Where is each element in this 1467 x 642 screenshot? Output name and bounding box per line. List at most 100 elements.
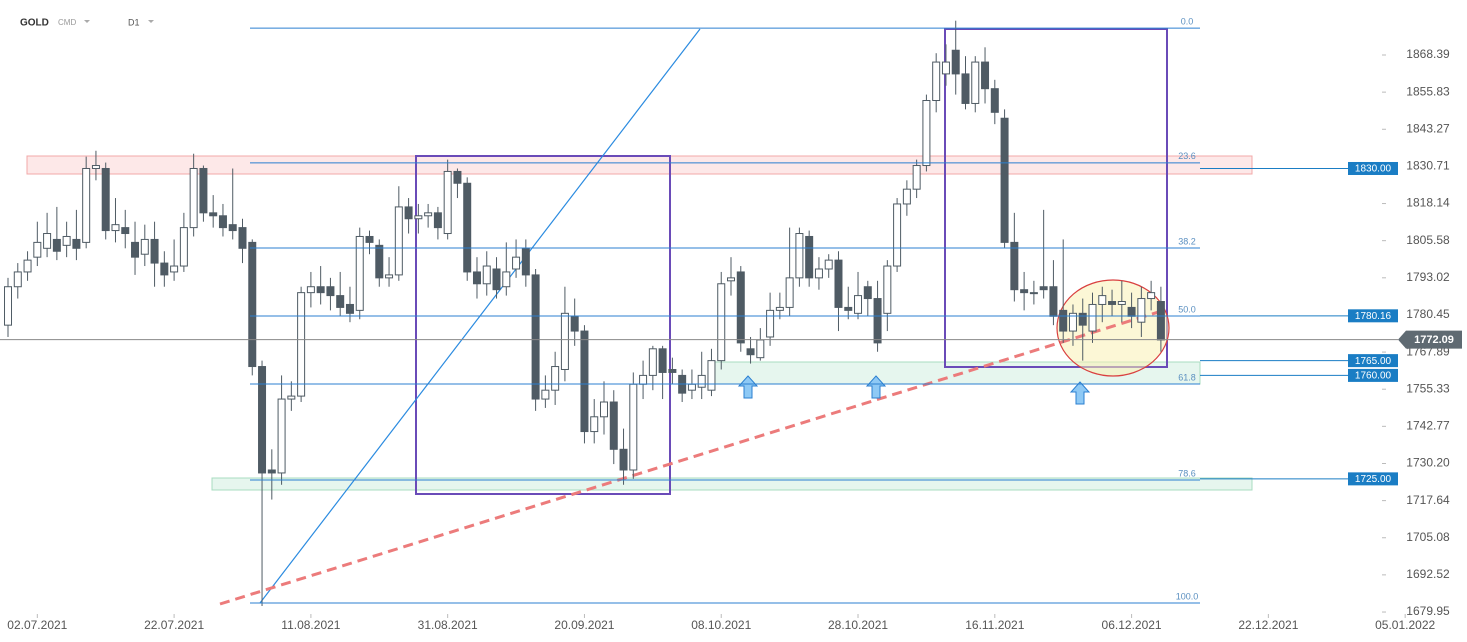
- candle-body: [43, 233, 52, 249]
- dropdown-icon[interactable]: [148, 20, 154, 23]
- candle-body: [648, 348, 657, 376]
- candle-body: [1010, 241, 1019, 291]
- candle-body: [453, 170, 462, 184]
- candle-body: [375, 244, 384, 279]
- candle-body: [893, 203, 902, 267]
- candle-body: [883, 265, 892, 314]
- candle-body: [795, 233, 804, 279]
- x-tick-label: 02.07.2021: [7, 618, 67, 632]
- candle-body: [82, 167, 91, 243]
- candle-body: [932, 61, 941, 102]
- candle-body: [140, 238, 149, 255]
- price-label-box: [1348, 368, 1398, 382]
- candle-body: [1029, 292, 1038, 295]
- candle-body: [306, 286, 315, 294]
- candle-body: [160, 262, 169, 276]
- y-tick-label: 1818.14: [1406, 196, 1450, 210]
- candle-body: [697, 374, 706, 388]
- candle-body: [1068, 312, 1077, 332]
- y-tick-label: 1692.52: [1406, 567, 1450, 581]
- candle-body: [472, 271, 481, 285]
- price-label: 1780.16: [1355, 311, 1392, 322]
- candle-body: [736, 271, 745, 344]
- candle-body: [258, 366, 267, 474]
- candle-body: [531, 274, 540, 400]
- candle-body: [551, 366, 560, 391]
- x-tick-label: 20.09.2021: [554, 618, 614, 632]
- candle-body: [717, 283, 726, 362]
- candle-body: [101, 167, 110, 232]
- market: CMD: [58, 18, 76, 27]
- y-tick-label: 1793.02: [1406, 270, 1450, 284]
- candle-body: [1049, 286, 1058, 317]
- candle-body: [13, 271, 22, 288]
- candle-body: [707, 360, 716, 391]
- candle-body: [1108, 301, 1117, 305]
- candle-body: [433, 212, 442, 229]
- fib-label: 78.6: [1178, 468, 1196, 478]
- candle-body: [902, 188, 911, 205]
- fib-label: 61.8: [1178, 372, 1196, 382]
- candle-body: [1117, 301, 1126, 305]
- candle-body: [326, 286, 335, 297]
- dropdown-icon[interactable]: [84, 20, 90, 23]
- candle-body: [854, 295, 863, 314]
- candle-body: [873, 298, 882, 344]
- x-tick-label: 28.10.2021: [828, 618, 888, 632]
- candle-body: [199, 167, 208, 214]
- x-tick-label: 22.12.2021: [1238, 618, 1298, 632]
- candle-body: [33, 241, 42, 258]
- candle-body: [121, 227, 130, 235]
- candle-body: [492, 268, 501, 291]
- candle-body: [345, 303, 354, 314]
- candle-body: [521, 247, 530, 276]
- candle-body: [443, 170, 452, 235]
- candle-body: [91, 165, 100, 169]
- price-label-box: [1348, 309, 1398, 323]
- x-tick-label: 05.01.2022: [1375, 618, 1435, 632]
- candle-body: [287, 395, 296, 400]
- candle-body: [4, 286, 13, 326]
- candle-body: [629, 383, 638, 471]
- fib-label: 100.0: [1176, 591, 1199, 601]
- candle-body: [941, 61, 950, 75]
- candle-body: [414, 215, 423, 220]
- candle-body: [277, 398, 286, 474]
- fib-label: 38.2: [1178, 236, 1196, 246]
- y-tick-label: 1830.71: [1406, 159, 1450, 173]
- candle-body: [834, 259, 843, 308]
- x-tick-label: 31.08.2021: [418, 618, 478, 632]
- arrows: [737, 375, 1091, 405]
- x-tick-label: 16.11.2021: [965, 618, 1024, 632]
- candle-body: [512, 256, 521, 270]
- candle-body: [981, 61, 990, 90]
- candle-body: [756, 339, 765, 359]
- candle-body: [990, 88, 999, 113]
- price-label: 1830.00: [1355, 164, 1392, 175]
- candle-body: [336, 295, 345, 308]
- y-tick-label: 1843.27: [1406, 121, 1450, 135]
- candle-body: [179, 227, 188, 267]
- candle-body: [727, 277, 736, 282]
- candle-body: [609, 401, 618, 450]
- fib-label: 0.0: [1181, 16, 1194, 26]
- y-tick-label: 1755.33: [1406, 381, 1450, 395]
- price-label-box: [1348, 161, 1398, 175]
- candle-body: [570, 315, 579, 332]
- candle-body: [590, 416, 599, 433]
- support-zone: [211, 477, 1253, 491]
- candle-body: [687, 383, 696, 391]
- candle-body: [746, 348, 755, 356]
- candle-body: [668, 368, 677, 373]
- price-label-box: [1348, 354, 1398, 368]
- range-box: [944, 28, 1168, 368]
- candle-body: [1098, 295, 1107, 305]
- y-tick-label: 1855.83: [1406, 84, 1450, 98]
- candle-body: [404, 206, 413, 220]
- candle-body: [209, 212, 218, 217]
- candle-body: [189, 167, 198, 229]
- candle-body: [580, 330, 589, 433]
- last-price-box: [1398, 330, 1462, 349]
- candle-body: [1156, 301, 1165, 341]
